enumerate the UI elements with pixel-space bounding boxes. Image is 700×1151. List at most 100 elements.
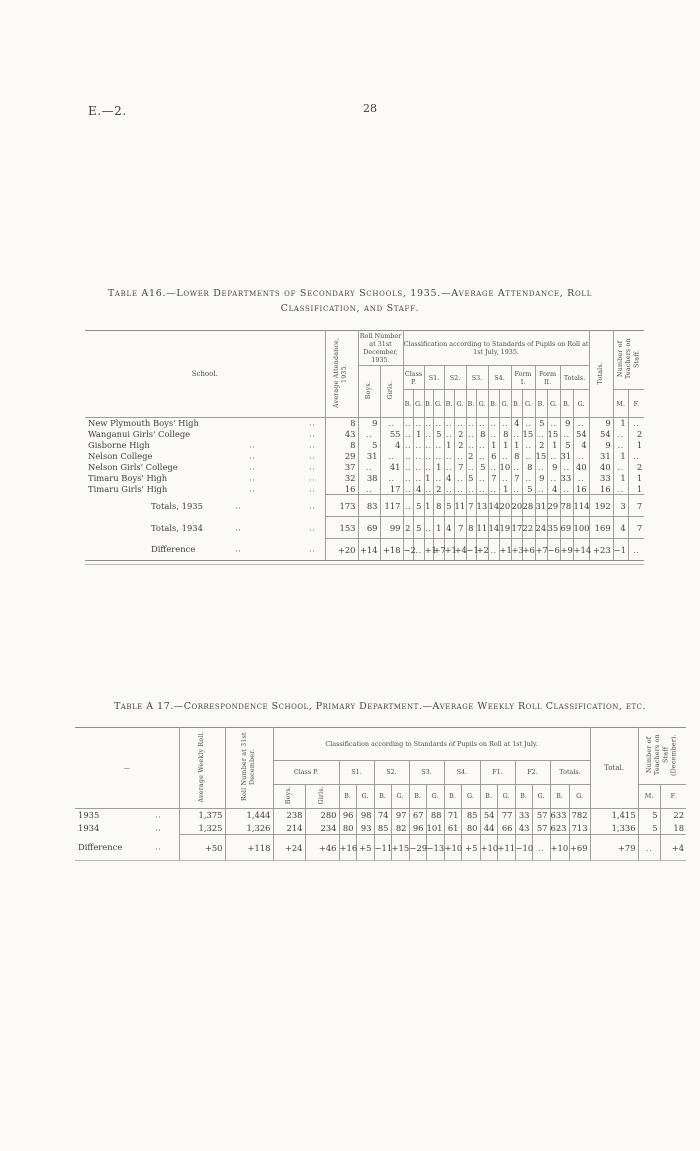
cell: 5: [443, 494, 454, 517]
cell: 7: [487, 472, 499, 484]
cell: 623: [549, 821, 569, 835]
cell: 24: [534, 516, 547, 539]
cell: ..: [443, 428, 454, 440]
cell: 9: [588, 417, 614, 429]
cell: 1: [423, 472, 433, 484]
cell: 5: [465, 472, 476, 484]
summary-row: Totals, 1934.... 153 69 99 2 5.. 1 4 7 8 11 14 19 17 2…: [85, 516, 645, 539]
cell: 16: [588, 483, 614, 495]
leader-dots: ..: [309, 472, 316, 483]
cell: 7: [465, 494, 476, 517]
cell: ..: [402, 428, 413, 440]
cell: ..: [534, 483, 547, 495]
col-b-header: B.: [534, 389, 547, 418]
group-f2-header: F2.: [514, 760, 550, 785]
cell: ..: [432, 439, 444, 451]
leader-dots: ..: [249, 461, 256, 472]
table-a17-title: Table A 17.—Correspondence School, Prima…: [113, 701, 647, 712]
table-a16-bottom-rule: [85, 564, 644, 565]
cell: ..: [402, 461, 413, 473]
cell: 1,325: [178, 821, 225, 835]
cell: 169: [588, 516, 614, 539]
leader-dots: ..: [309, 461, 316, 472]
col-boys-header: Boys.: [272, 784, 305, 810]
group-s2-header: S2.: [443, 365, 466, 390]
cell: ..: [510, 461, 522, 473]
cell: −6: [546, 538, 560, 561]
cell: ..: [475, 450, 488, 462]
cell: 16: [324, 483, 358, 495]
table-a17: — Average Weekly Roll. Roll Number at 31…: [75, 727, 687, 861]
cell: 1: [443, 439, 454, 451]
summary-row: Difference.. +50 +118 +24 +46 +16 +5 −11 +15 −29−…: [75, 834, 687, 861]
col-g-header: G.: [355, 784, 374, 810]
cell: −11: [373, 834, 392, 861]
cell: 2: [402, 516, 413, 539]
leader-dots: ..: [309, 500, 316, 511]
cell: 117: [379, 494, 403, 517]
row-label: Nelson College....: [85, 451, 325, 462]
group-totals-header: Totals.: [549, 760, 591, 785]
cell: 19: [498, 516, 511, 539]
cell: +24: [272, 834, 305, 861]
row-label: Timaru Boys' High....: [85, 473, 325, 484]
cell: 8: [324, 439, 358, 451]
group-f1-header: F1.: [479, 760, 515, 785]
col-school-header: School.: [85, 330, 325, 418]
cell: 82: [390, 821, 409, 835]
cell: 11: [453, 494, 466, 517]
group-totals-header: Totals.: [559, 365, 590, 390]
cell: 7: [453, 516, 466, 539]
col-b-header: B.: [465, 389, 476, 418]
cell: 4: [572, 439, 590, 451]
group-class-p-header: Class P.: [272, 760, 339, 785]
group-s2-header: S2.: [373, 760, 409, 785]
cell: 214: [272, 821, 305, 835]
cell: −1: [465, 538, 479, 561]
cell: ..: [357, 483, 380, 495]
group-s1-header: S1.: [338, 760, 374, 785]
cell: 2: [534, 439, 547, 451]
col-b-header: B.: [408, 784, 426, 810]
page-number: 28: [363, 102, 377, 115]
table-row: Timaru Girls' High.... 16.. 17.. 4.. 2......…: [85, 483, 645, 495]
group-form1-header: Form I.: [510, 365, 535, 390]
cell: 4: [612, 516, 629, 539]
cell: ..: [453, 472, 466, 484]
cell: ..: [521, 439, 535, 451]
cell: ..: [498, 417, 511, 429]
cell: 1: [546, 439, 560, 451]
table-row: Gisborne High.... 8 5 4........ 1 2.... 1 1 1.. 2…: [85, 439, 645, 451]
col-g-header: G.: [475, 389, 488, 418]
table-a16-title: Table A16.—Lower Departments of Secondar…: [30, 286, 670, 316]
row-label-text: Timaru Girls' High: [88, 484, 168, 494]
cell: 153: [324, 516, 358, 539]
row-label: 1934..: [75, 822, 179, 835]
col-girls-header: Girls.: [304, 784, 339, 810]
cell: 5: [559, 439, 573, 451]
col-b-header: B.: [373, 784, 391, 810]
cell: 40: [572, 461, 590, 473]
cell: ..: [531, 834, 550, 861]
cell: 1: [627, 472, 645, 484]
cell: 33: [588, 472, 614, 484]
cell: +46: [304, 834, 339, 861]
cell: ..: [357, 428, 380, 440]
cell: 2: [627, 428, 645, 440]
cell: −2: [402, 538, 416, 561]
col-g-header: G.: [531, 784, 550, 810]
cell: 11: [475, 516, 488, 539]
row-label: Difference....: [85, 538, 325, 561]
cell: 69: [559, 516, 573, 539]
leader-dots: ..: [155, 841, 162, 852]
col-g-header: G.: [432, 389, 444, 418]
col-teachers-header: Number of Teachers on Staff.: [612, 330, 645, 390]
cell: ..: [546, 417, 560, 429]
cell: 57: [531, 821, 550, 835]
cell: 1,336: [589, 821, 639, 835]
cell: 3: [612, 494, 629, 517]
cell: 192: [588, 494, 614, 517]
cell: ..: [637, 834, 661, 861]
row-label-text: Nelson College: [88, 451, 153, 461]
cell: ..: [510, 428, 522, 440]
